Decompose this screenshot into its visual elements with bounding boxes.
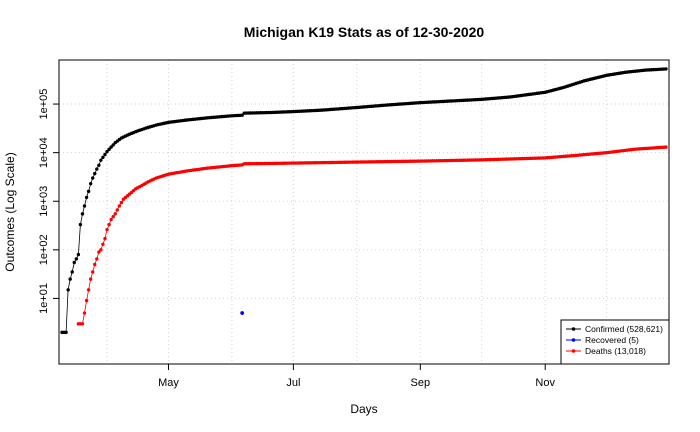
data-point (88, 181, 93, 186)
series-line (62, 68, 667, 333)
data-point (101, 155, 105, 160)
data-point (86, 189, 91, 194)
x-tick-label: Jul (286, 377, 300, 389)
series-confirmed (60, 67, 668, 335)
data-point (97, 250, 101, 254)
legend-marker (571, 327, 576, 331)
data-point (95, 257, 99, 261)
data-point (101, 242, 105, 246)
data-point (95, 167, 99, 171)
data-point (119, 200, 124, 205)
data-point (99, 248, 103, 252)
x-axis-title: Days (350, 402, 377, 416)
legend-marker (571, 349, 576, 353)
data-point (109, 217, 113, 222)
data-point (115, 208, 119, 212)
data-point (93, 171, 97, 176)
data-point (117, 204, 122, 208)
data-point (86, 288, 91, 292)
data-point (240, 311, 245, 315)
data-point (664, 67, 668, 71)
data-point (105, 149, 109, 154)
data-point (68, 277, 72, 281)
data-point (105, 227, 109, 232)
x-tick-label: Nov (535, 377, 555, 389)
data-point (99, 158, 103, 162)
data-point (84, 195, 89, 200)
data-point (103, 236, 107, 241)
grid (59, 60, 669, 364)
data-point (91, 270, 95, 274)
x-tick-label: May (158, 377, 179, 389)
data-point (113, 212, 117, 216)
y-axis-title: Outcomes (Log Scale) (3, 152, 17, 271)
series-recovered (240, 311, 245, 315)
plot-border (58, 59, 670, 365)
data-point (91, 176, 95, 180)
data-point (84, 298, 89, 303)
legend-box (560, 319, 670, 365)
data-point (111, 143, 115, 147)
data-point (103, 152, 107, 157)
y-tick-label: 1e+05 (38, 89, 50, 120)
data-point (109, 145, 113, 149)
data-point (111, 214, 115, 219)
data-point (107, 222, 111, 227)
data-point (664, 145, 668, 149)
y-tick-label: 1e+02 (38, 234, 50, 265)
x-tick-label: Sep (411, 377, 431, 389)
data-point (93, 262, 97, 267)
data-point (97, 163, 101, 167)
y-tick-label: 1e+03 (38, 186, 50, 217)
legend-label: Recovered (5) (585, 335, 639, 345)
axes: May Jul Sep Nov 1e+01 1e+02 1e+03 1e+04 1e+05 (38, 89, 555, 389)
data-point (72, 260, 76, 265)
data-point (64, 330, 68, 335)
legend-label: Deaths (13,018) (585, 346, 646, 356)
data-point (82, 204, 87, 208)
plot-series (60, 67, 668, 335)
y-tick-label: 1e+01 (38, 283, 50, 314)
series-deaths (76, 145, 668, 326)
chart-title: Michigan K19 Stats as of 12-30-2020 (244, 24, 485, 40)
legend-label: Confirmed (528,621) (585, 324, 663, 334)
y-tick-label: 1e+04 (38, 137, 50, 168)
data-point (70, 270, 74, 274)
legend-marker (571, 338, 576, 342)
legend: Confirmed (528,621)Recovered (5)Deaths (… (560, 319, 670, 365)
data-point (107, 147, 111, 152)
data-point (80, 322, 85, 326)
data-point (66, 288, 70, 292)
data-point (80, 212, 85, 216)
data-point (76, 252, 81, 257)
data-point (88, 277, 93, 281)
data-point (78, 222, 83, 227)
data-point (74, 257, 79, 261)
data-point (82, 311, 87, 315)
